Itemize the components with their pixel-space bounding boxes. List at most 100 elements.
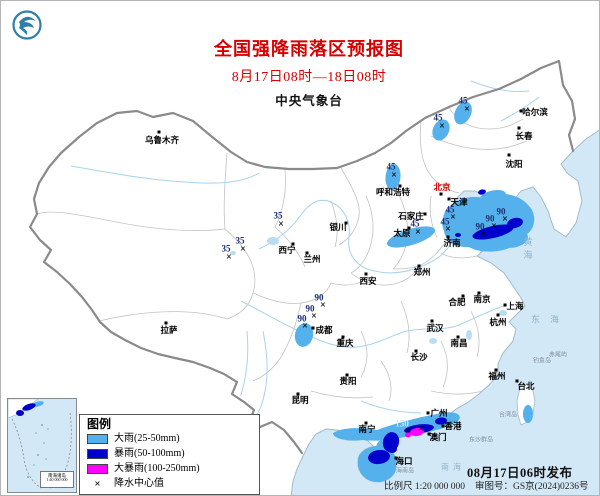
- island-label: 东沙群岛: [468, 437, 494, 444]
- legend-box: 图例 大雨(25-50mm) 暴雨(50-100mm) 大暴雨(100-250m…: [79, 414, 260, 495]
- city-label: 昆明: [291, 394, 309, 405]
- inset-title: 南海诸岛: [48, 473, 66, 478]
- city-label: 沈阳: [505, 158, 523, 169]
- city-label: 澳门: [429, 431, 447, 442]
- city-dot: [477, 291, 481, 295]
- cross-icon: ×: [491, 221, 497, 232]
- city-dot: [446, 235, 450, 239]
- city-dot: [417, 264, 421, 268]
- city-dot: [407, 226, 411, 230]
- legend-item-label: 暴雨(50-100mm): [114, 448, 185, 460]
- city-label: 兰州: [303, 253, 321, 264]
- rain-value: 90: [496, 206, 506, 217]
- city-dot: [311, 326, 315, 330]
- city-dot: [364, 421, 368, 425]
- inset-scale: 1:40 000 000: [46, 477, 68, 483]
- city-label: 贵阳: [339, 375, 357, 386]
- legend-item-precip-center: × 降水中心值: [87, 477, 253, 491]
- city-label: 海口: [395, 455, 413, 466]
- city-label: 长春: [515, 130, 533, 141]
- cross-icon: ×: [302, 321, 308, 332]
- city-label: 太原: [393, 227, 411, 238]
- rain-value: 90: [305, 303, 315, 314]
- city-label: 广州: [430, 407, 448, 418]
- city-label: 呼和浩特: [375, 186, 411, 197]
- city-dot: [426, 411, 430, 415]
- city-label: 成都: [315, 324, 333, 335]
- city-label: 哈尔滨: [522, 106, 548, 117]
- cross-icon: ×: [320, 300, 326, 311]
- cross-icon: ×: [439, 121, 445, 132]
- legend-title: 图例: [87, 417, 112, 431]
- agency-name: 中央气象台: [275, 94, 343, 108]
- rainstorm-swatch: [87, 449, 108, 460]
- rain-heavy-patches: [294, 101, 535, 482]
- city-dot: [439, 192, 443, 196]
- rain-value: 90: [475, 221, 485, 232]
- city-label: 上海: [506, 300, 524, 311]
- legend-item-rainstorm: 暴雨(50-100mm): [87, 447, 253, 461]
- cross-icon: ×: [278, 219, 284, 230]
- legend-item-heavy-rainstorm: 大暴雨(100-250mm): [87, 462, 253, 476]
- island-label: 赤尾屿: [548, 352, 568, 359]
- release-time: 08月17日06时发布: [467, 466, 573, 480]
- city-dot: [456, 335, 460, 339]
- map-scale-line: 比例尺 1:20 000 000 审图号：GS京(2024)0236号: [384, 478, 599, 492]
- rain-value: 45: [440, 216, 450, 227]
- city-label: 银川: [329, 221, 347, 232]
- rain-value: 35: [235, 235, 245, 246]
- cross-icon: ×: [226, 252, 232, 263]
- lakes: [230, 237, 507, 344]
- city-dot: [427, 432, 431, 436]
- city-label: 台北: [517, 380, 535, 391]
- cross-icon: ×: [502, 214, 508, 225]
- rain-value: 45: [433, 112, 443, 123]
- map-header: 全国强降雨落区预报图 8月17日08时—18日08时 中央气象台: [119, 35, 499, 109]
- city-label: 香港: [444, 420, 462, 431]
- rain-value: 45: [386, 161, 396, 172]
- city-dot: [414, 349, 418, 353]
- city-dot: [507, 153, 511, 157]
- rain-value: 45: [445, 204, 455, 215]
- city-dot: [296, 392, 300, 396]
- south-china-sea-inset: 南海诸岛 1:40 000 000: [7, 398, 77, 493]
- city-label: 重庆: [336, 337, 354, 348]
- city-dot: [305, 251, 309, 255]
- city-label: 拉萨: [160, 324, 178, 335]
- cross-icon: ×: [445, 224, 451, 235]
- cma-logo-icon: [12, 10, 42, 40]
- city-label: 南京: [473, 293, 491, 304]
- cross-icon: ×: [464, 104, 470, 115]
- cma-logo: [11, 9, 43, 41]
- city-dot: [398, 184, 402, 188]
- rain-value: 45: [458, 95, 468, 106]
- city-dot: [164, 321, 168, 325]
- rivers: [70, 80, 540, 422]
- cross-icon: ×: [94, 477, 101, 490]
- cross-icon: ×: [405, 426, 411, 437]
- cross-icon: ×: [311, 311, 317, 322]
- city-dot: [519, 109, 523, 113]
- rain-value: 90: [297, 313, 307, 324]
- city-dot: [447, 197, 451, 201]
- city-dot: [423, 212, 427, 216]
- city-label: 乌鲁木齐: [144, 134, 180, 145]
- sea-label: 黄海: [522, 237, 533, 263]
- city-label: 郑州: [413, 266, 431, 277]
- legend-item-heavy-rain: 大雨(25-50mm): [87, 432, 253, 446]
- city-dot: [517, 126, 521, 130]
- cross-icon: ×: [415, 227, 421, 238]
- city-label: 北京: [433, 181, 451, 192]
- city-label: 杭州: [489, 316, 507, 327]
- city-label: 天津: [450, 196, 468, 207]
- city-dot: [364, 272, 368, 276]
- city-dot: [394, 456, 398, 460]
- cross-icon: ×: [240, 244, 246, 255]
- island-label: 台湾岛: [498, 412, 518, 419]
- city-dot: [494, 368, 498, 372]
- city-dot: [291, 242, 295, 246]
- cross-icon: ×: [418, 424, 424, 435]
